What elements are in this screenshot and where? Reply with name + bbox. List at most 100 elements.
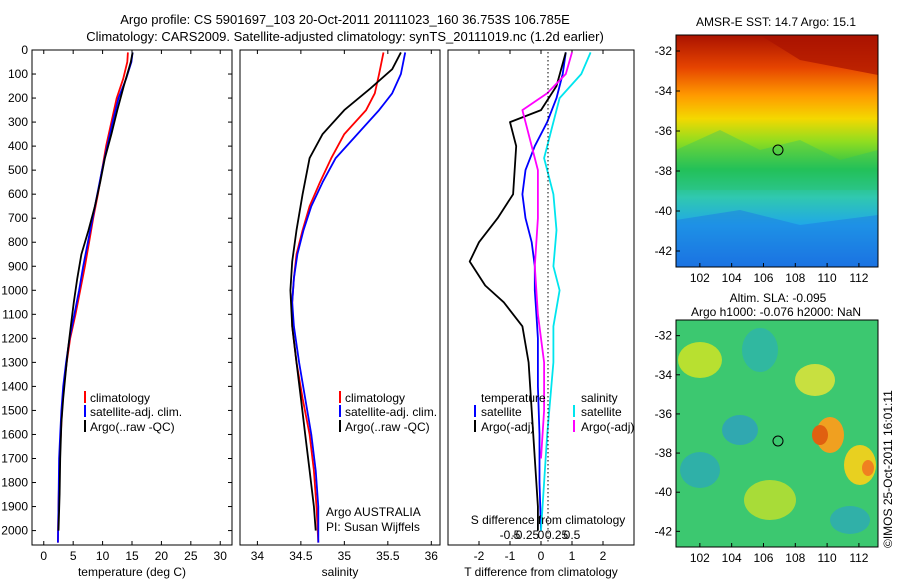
t-difference-axis-label: T difference from climatology bbox=[464, 565, 618, 579]
x-tick-label: 36 bbox=[425, 549, 439, 563]
temperature-axis-label: temperature (deg C) bbox=[78, 565, 186, 579]
legend-header-temperature: temperature bbox=[481, 391, 546, 405]
s-tick-label: 0 bbox=[538, 528, 545, 542]
lon-tick-label: 106 bbox=[753, 271, 773, 285]
lon-tick-label: 106 bbox=[753, 551, 773, 565]
temperature-legend: climatology satellite-adj. clim. Argo(..… bbox=[84, 391, 182, 434]
salinity-panel-frame bbox=[239, 49, 441, 546]
argo-agency-note: Argo AUSTRALIA bbox=[326, 505, 421, 519]
lat-tick-label: -34 bbox=[655, 368, 673, 382]
x-tick-label: 20 bbox=[155, 549, 169, 563]
lon-tick-label: 102 bbox=[690, 271, 710, 285]
figure-title-line1: Argo profile: CS 5901697_103 20-Oct-2011… bbox=[120, 12, 570, 27]
legend-swatch-climatology bbox=[339, 391, 341, 403]
x-tick-label: 1 bbox=[569, 549, 576, 563]
x-tick-label: 2 bbox=[600, 549, 607, 563]
sst-map-image bbox=[676, 35, 878, 267]
series-line-salinity-satellite bbox=[540, 52, 592, 531]
x-tick-label: 15 bbox=[125, 549, 139, 563]
legend-swatch-climatology bbox=[84, 391, 86, 403]
x-tick-label: 35 bbox=[338, 549, 352, 563]
lat-tick-label: -42 bbox=[655, 244, 673, 258]
depth-tick-label: 300 bbox=[8, 115, 28, 129]
depth-tick-label: 0 bbox=[21, 43, 28, 57]
legend-label-temp-argo: Argo(-adj) bbox=[481, 420, 534, 434]
lat-tick-label: -38 bbox=[655, 164, 673, 178]
sla-map-image bbox=[676, 320, 878, 547]
series-line-satellite-adj-clim bbox=[291, 52, 407, 543]
depth-tick-label: 1400 bbox=[1, 379, 28, 393]
legend-swatch-argo bbox=[339, 420, 341, 432]
lon-tick-label: 108 bbox=[785, 551, 805, 565]
x-tick-label: 25 bbox=[184, 549, 198, 563]
series-line-argo-raw-qc bbox=[57, 52, 134, 531]
legend-label-climatology: climatology bbox=[345, 391, 405, 405]
x-tick-label: -1 bbox=[505, 549, 516, 563]
depth-tick-label: 1900 bbox=[1, 500, 28, 514]
x-tick-label: 0 bbox=[538, 549, 545, 563]
lon-tick-label: 110 bbox=[818, 551, 837, 565]
lon-tick-label: 102 bbox=[690, 551, 710, 565]
s-tick-label: -0.5 bbox=[500, 528, 521, 542]
x-tick-label: 34.5 bbox=[289, 549, 313, 563]
lon-tick-label: 110 bbox=[818, 271, 837, 285]
depth-tick-label: 1700 bbox=[1, 451, 28, 465]
depth-tick-label: 800 bbox=[8, 235, 28, 249]
depth-tick-label: 2000 bbox=[1, 524, 28, 538]
difference-legend: temperature salinity satellite Argo(-adj… bbox=[474, 391, 634, 434]
series-line-temperature-satellite bbox=[521, 52, 567, 531]
depth-tick-label: 1500 bbox=[1, 403, 28, 417]
legend-header-salinity: salinity bbox=[581, 391, 618, 405]
argo-pi-note: PI: Susan Wijffels bbox=[326, 520, 420, 534]
legend-label-temp-satellite: satellite bbox=[481, 405, 522, 419]
legend-label-satellite: satellite-adj. clim. bbox=[345, 405, 437, 419]
series-line-temperature-argo-adj bbox=[468, 52, 567, 531]
lat-tick-label: -42 bbox=[655, 524, 673, 538]
depth-tick-label: 1000 bbox=[1, 283, 28, 297]
s-difference-axis-label: S difference from climatology bbox=[471, 513, 626, 527]
s-tick-label: -0.25 bbox=[512, 528, 540, 542]
legend-label-argo: Argo(..raw -QC) bbox=[345, 420, 430, 434]
argo-location-marker bbox=[772, 144, 784, 156]
series-line-salinity-argo-adj bbox=[521, 52, 573, 459]
lon-tick-label: 112 bbox=[849, 271, 868, 285]
legend-swatch-satellite bbox=[84, 405, 86, 417]
depth-tick-label: 1300 bbox=[1, 355, 28, 369]
depth-tick-label: 1100 bbox=[2, 307, 28, 321]
lat-tick-label: -40 bbox=[655, 485, 673, 499]
legend-swatch-sal-satellite bbox=[573, 405, 575, 417]
x-tick-label: 5 bbox=[70, 549, 77, 563]
sst-map-title: AMSR-E SST: 14.7 Argo: 15.1 bbox=[696, 15, 856, 29]
legend-swatch-sal-argo bbox=[573, 420, 575, 432]
series-line-satellite-adj-clim bbox=[57, 52, 134, 543]
lat-tick-label: -32 bbox=[655, 44, 673, 58]
legend-swatch-argo bbox=[84, 420, 86, 432]
legend-label-argo: Argo(..raw -QC) bbox=[90, 420, 175, 434]
lon-tick-label: 104 bbox=[722, 551, 742, 565]
lon-tick-label: 104 bbox=[722, 271, 742, 285]
temperature-panel-frame bbox=[31, 49, 233, 546]
x-tick-label: 35.5 bbox=[376, 549, 400, 563]
lat-tick-label: -40 bbox=[655, 204, 673, 218]
s-tick-label: 0.25 bbox=[545, 528, 569, 542]
salinity-legend: climatology satellite-adj. clim. Argo(..… bbox=[339, 391, 437, 434]
depth-tick-label: 1600 bbox=[1, 427, 28, 441]
sla-map-frame bbox=[675, 319, 879, 548]
x-tick-label: 10 bbox=[96, 549, 110, 563]
lat-tick-label: -34 bbox=[655, 84, 673, 98]
legend-label-sal-satellite: satellite bbox=[581, 405, 622, 419]
depth-tick-label: 1200 bbox=[1, 331, 28, 345]
lon-tick-label: 108 bbox=[785, 271, 805, 285]
legend-swatch-temp-satellite bbox=[474, 405, 476, 417]
salinity-axis-label: salinity bbox=[322, 565, 359, 579]
legend-swatch-satellite bbox=[339, 405, 341, 417]
argo-location-marker bbox=[772, 435, 784, 447]
depth-tick-label: 700 bbox=[8, 211, 28, 225]
sst-map-frame bbox=[675, 34, 879, 268]
depth-tick-label: 200 bbox=[8, 91, 28, 105]
depth-tick-label: 900 bbox=[8, 259, 28, 273]
lat-tick-label: -36 bbox=[655, 407, 673, 421]
sla-map-title-line2: Argo h1000: -0.076 h2000: NaN bbox=[691, 305, 861, 319]
lat-tick-label: -36 bbox=[655, 124, 673, 138]
